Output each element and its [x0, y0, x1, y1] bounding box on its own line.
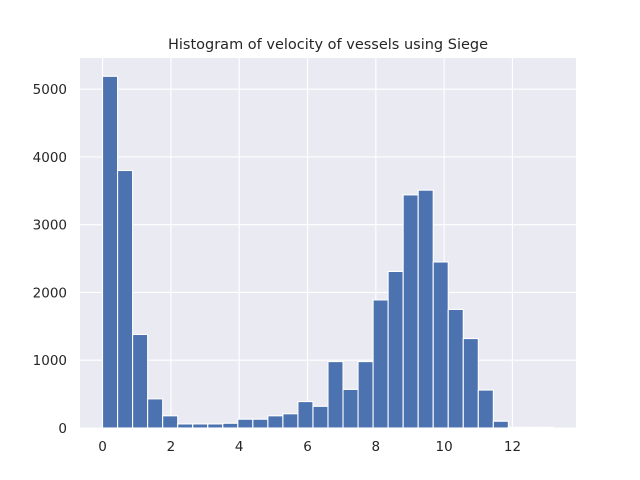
- x-tick-label: 4: [235, 439, 244, 455]
- histogram-bar: [162, 415, 179, 429]
- histogram-bar: [252, 418, 269, 429]
- y-tick-label: 4000: [33, 150, 67, 166]
- histogram-bar: [192, 423, 209, 429]
- histogram-bar: [432, 261, 449, 429]
- x-tick-label: 12: [504, 439, 521, 455]
- histogram-bar: [372, 299, 389, 429]
- chart-title: Histogram of velocity of vessels using S…: [168, 37, 488, 53]
- histogram-bar: [402, 194, 419, 429]
- histogram-bar: [132, 333, 149, 429]
- x-tick-label: 10: [436, 439, 453, 455]
- histogram-bar: [447, 308, 464, 429]
- histogram-bar: [522, 426, 539, 429]
- histogram-bar: [507, 426, 524, 429]
- histogram-bar: [537, 426, 555, 429]
- histogram-bar: [147, 398, 164, 429]
- histogram-bar: [222, 422, 239, 429]
- histogram-bar: [327, 361, 344, 429]
- histogram-bar: [177, 423, 194, 429]
- x-tick-label: 6: [303, 439, 312, 455]
- x-tick-label: 0: [98, 439, 107, 455]
- histogram-bar: [117, 169, 134, 429]
- histogram-bar: [462, 337, 479, 429]
- y-tick-label: 2000: [33, 285, 67, 301]
- histogram-bar: [101, 75, 119, 429]
- histogram-bar: [297, 401, 314, 429]
- y-tick-label: 5000: [33, 82, 67, 98]
- histogram-bar: [492, 420, 509, 429]
- histogram-bar: [387, 270, 404, 429]
- histogram-bar: [342, 388, 359, 429]
- histogram-bar: [267, 415, 284, 429]
- histogram-bar: [357, 361, 374, 429]
- histogram-bars: [101, 75, 555, 429]
- y-tick-label: 1000: [33, 353, 67, 369]
- histogram-bar: [417, 189, 434, 429]
- histogram-bar: [477, 389, 494, 429]
- y-tick-label: 3000: [33, 218, 67, 234]
- x-tick-label: 2: [167, 439, 176, 455]
- histogram-bar: [282, 413, 299, 429]
- tick-labels: 0 2 4 6 8 10 12 0 1000 2000 3000 4000 5000: [33, 82, 521, 455]
- histogram-bar: [237, 418, 254, 429]
- y-tick-label: 0: [58, 421, 67, 437]
- x-tick-label: 8: [372, 439, 381, 455]
- histogram-bar: [312, 405, 329, 429]
- histogram-bar: [207, 423, 224, 429]
